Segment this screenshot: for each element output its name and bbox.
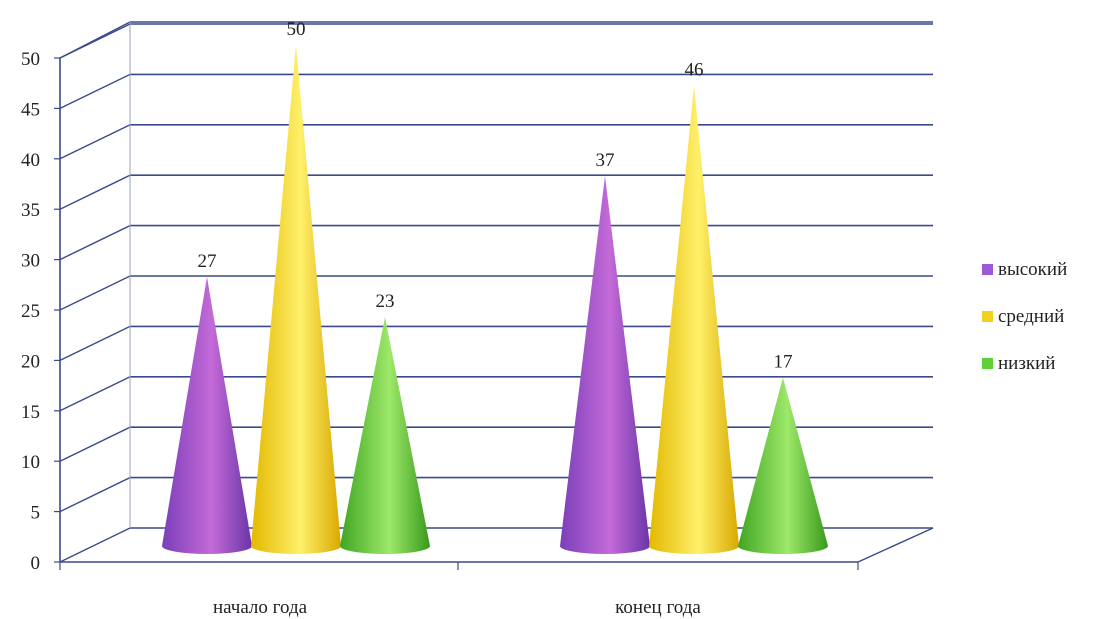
gridline-side xyxy=(59,73,131,110)
gridline-side xyxy=(59,275,131,311)
cone-низкий-начало года xyxy=(340,317,430,554)
cone-mark xyxy=(560,176,650,555)
legend-item: высокий xyxy=(982,259,1067,280)
floor-right-edge xyxy=(857,527,934,563)
gridline-side xyxy=(59,426,131,462)
data-label: 37 xyxy=(596,150,615,171)
gridlines xyxy=(59,21,933,563)
gridline-side xyxy=(59,224,131,261)
y-tick-label: 15 xyxy=(21,402,40,423)
cone-mark xyxy=(162,276,252,554)
gridline-side xyxy=(59,124,131,160)
legend-label: средний xyxy=(998,306,1064,327)
legend-swatch xyxy=(982,264,993,275)
gridline-side xyxy=(59,174,131,210)
cone-высокий-начало года xyxy=(162,276,252,554)
y-tick-label: 5 xyxy=(31,503,41,524)
cone-высокий-конец года xyxy=(560,176,650,555)
x-category-label: начало года xyxy=(213,597,308,618)
legend-label: низкий xyxy=(998,353,1055,374)
y-tick-label: 20 xyxy=(21,351,40,372)
y-tick-label: 25 xyxy=(21,301,40,322)
y-tick-label: 35 xyxy=(21,200,40,221)
legend-swatch xyxy=(982,311,993,322)
y-tick-label: 40 xyxy=(21,150,40,171)
cones xyxy=(162,45,828,555)
data-labels: 27 37 50 46 23 17 xyxy=(198,19,793,373)
legend-label: высокий xyxy=(998,259,1067,280)
y-tick-label: 0 xyxy=(31,553,41,574)
data-label: 46 xyxy=(685,59,704,80)
cone-низкий-конец года xyxy=(738,377,828,554)
cone-mark xyxy=(340,317,430,554)
gridline-side xyxy=(59,476,131,513)
y-tick-label: 45 xyxy=(21,99,40,120)
legend-item: средний xyxy=(982,306,1064,327)
legend-item: низкий xyxy=(982,353,1055,374)
y-tick-label: 50 xyxy=(21,49,40,70)
y-tick-label: 30 xyxy=(21,251,40,272)
axes: 0 5 10 15 20 25 30 35 40 45 50 начало года конец год… xyxy=(21,49,934,618)
data-label: 27 xyxy=(198,251,217,272)
gridline-side xyxy=(59,325,131,362)
gridline-side xyxy=(59,527,131,563)
x-category-label: конец года xyxy=(615,597,701,618)
legend-swatch xyxy=(982,358,993,369)
cone-mark xyxy=(649,85,739,554)
cone-mark xyxy=(251,45,341,554)
cone-mark xyxy=(738,377,828,554)
data-label: 23 xyxy=(376,291,395,312)
cone-средний-конец года xyxy=(649,85,739,554)
y-tick-label: 10 xyxy=(21,452,40,473)
gridline-side xyxy=(59,376,131,412)
gridline-side xyxy=(59,21,131,59)
legend: высокий средний низкий xyxy=(982,259,1067,374)
data-label: 17 xyxy=(774,352,793,373)
data-label: 50 xyxy=(287,19,306,40)
cone-средний-начало года xyxy=(251,45,341,554)
